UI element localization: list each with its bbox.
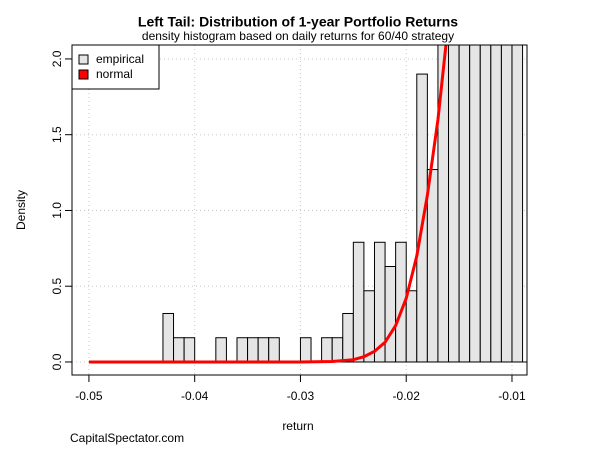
bar	[162, 312, 175, 363]
bar	[384, 266, 397, 363]
bar	[247, 337, 259, 363]
x-tick-label: -0.03	[287, 389, 315, 403]
plot-area	[88, 45, 527, 364]
legend-label: empirical	[96, 52, 144, 66]
y-axis-label: Density	[14, 190, 28, 230]
legend-label: normal	[96, 67, 133, 81]
y-tick-label: 1.0	[50, 202, 64, 219]
x-tick-label: -0.01	[498, 389, 526, 403]
bar	[426, 169, 439, 363]
x-tick-label: -0.02	[393, 389, 421, 403]
bar	[257, 337, 270, 363]
bar	[479, 45, 492, 363]
bar	[437, 45, 450, 363]
bar	[490, 45, 502, 363]
bar	[173, 337, 185, 363]
y-tick-label: 0.5	[50, 278, 64, 295]
bar	[183, 337, 196, 363]
bar	[299, 337, 312, 363]
bar	[236, 337, 249, 363]
x-axis-label: return	[282, 419, 313, 433]
bar	[448, 45, 460, 363]
bar	[215, 337, 227, 363]
x-tick-label: -0.04	[181, 389, 209, 403]
y-tick-label: 1.5	[50, 126, 64, 143]
y-tick-label: 2.0	[50, 50, 64, 67]
bar	[511, 45, 524, 363]
y-tick-label: 0.0	[50, 353, 64, 370]
bar	[405, 290, 418, 363]
chart-subtitle: density histogram based on daily returns…	[142, 29, 454, 43]
chart-title: Left Tail: Distribution of 1-year Portfo…	[138, 14, 458, 30]
caption: CapitalSpectator.com	[70, 431, 184, 445]
axes: -0.05 -0.04 -0.03 -0.02 -0.01 0.0 0.5 1.0 1.5 2.0	[50, 50, 526, 403]
bar	[342, 312, 354, 363]
bar	[469, 45, 481, 363]
bar	[321, 337, 333, 363]
legend-swatch	[78, 69, 89, 80]
bar	[268, 337, 280, 363]
bar	[500, 45, 513, 363]
legend-swatch	[78, 54, 89, 65]
bar	[352, 241, 365, 363]
x-tick-label: -0.05	[75, 389, 103, 403]
bar	[458, 45, 471, 363]
legend-box	[71, 44, 160, 90]
bar	[331, 337, 344, 363]
normal-curve	[88, 45, 448, 364]
